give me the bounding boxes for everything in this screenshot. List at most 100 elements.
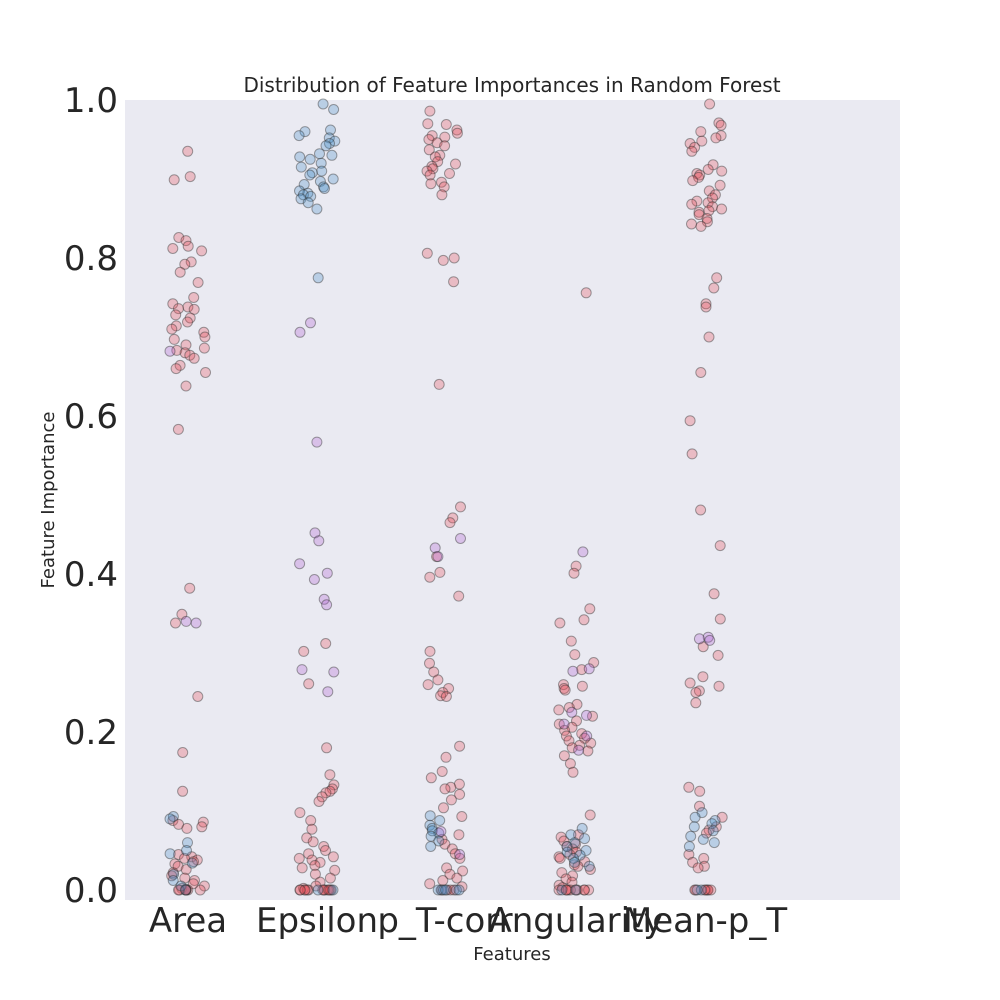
data-point-purple [328, 666, 340, 678]
data-point-red [169, 858, 181, 870]
data-point-red [307, 836, 319, 848]
data-point-red [172, 423, 184, 435]
data-point-blue [325, 124, 336, 136]
data-point-blue [709, 815, 721, 826]
data-point-red [168, 174, 180, 186]
data-point-red [422, 679, 434, 691]
data-point-blue [297, 189, 309, 201]
data-point-red [578, 614, 590, 626]
data-point-purple [180, 615, 192, 627]
data-point-purple [577, 546, 589, 558]
data-point-red [695, 220, 707, 232]
data-point-red [174, 266, 186, 278]
data-point-blue [328, 104, 340, 115]
data-point-red [441, 862, 453, 874]
data-point-red [424, 878, 436, 890]
data-point-blue [181, 845, 192, 856]
data-point-red [567, 870, 579, 882]
data-point-red [578, 884, 590, 896]
data-point-blue [316, 165, 328, 177]
data-point-blue [329, 135, 341, 147]
data-point-red [187, 878, 199, 890]
data-point-red [553, 851, 565, 863]
data-point-red [556, 867, 568, 879]
data-point-red [428, 666, 440, 678]
data-point-red [299, 884, 311, 896]
points-layer [164, 98, 728, 896]
data-point-blue [426, 825, 438, 837]
data-point-red [173, 884, 184, 896]
data-point-red [182, 316, 193, 328]
data-point-blue [424, 810, 436, 822]
data-point-red [566, 876, 578, 888]
data-point-red [584, 864, 596, 875]
data-point-purple [296, 664, 308, 676]
data-point-red [180, 884, 192, 896]
data-point-red [448, 884, 460, 896]
data-point-red [689, 884, 701, 896]
data-point-red [448, 252, 460, 264]
data-point-red [443, 683, 455, 694]
data-point-red [184, 349, 196, 361]
data-point-red [554, 852, 566, 864]
data-point-red [167, 243, 179, 254]
data-point-red [166, 870, 178, 882]
data-point-red [570, 846, 582, 858]
data-point-red [318, 841, 330, 852]
data-point-red [303, 884, 314, 896]
data-point-blue [182, 837, 193, 849]
y-tick-label: 0.4 [64, 555, 118, 595]
data-point-red [325, 884, 337, 896]
data-point-red [702, 164, 714, 175]
data-point-red [455, 501, 466, 513]
data-point-red [436, 176, 447, 188]
data-point-red [693, 685, 705, 697]
data-point-red [188, 292, 200, 303]
data-point-red [560, 884, 572, 896]
data-point-blue [434, 815, 446, 826]
data-point-red [566, 721, 578, 733]
data-point-red [559, 724, 571, 736]
data-point-red [716, 811, 728, 823]
data-point-red [698, 852, 710, 864]
data-point-red [436, 189, 448, 201]
data-point-red [432, 674, 444, 686]
data-point-blue [320, 140, 332, 152]
data-point-red [313, 796, 325, 807]
data-point-red [686, 218, 697, 230]
data-point-red [695, 367, 707, 378]
data-point-purple [190, 617, 202, 629]
data-point-red [453, 778, 465, 790]
data-point-blue [167, 875, 179, 886]
data-point-red [180, 380, 192, 392]
data-point-red [174, 884, 185, 896]
data-point-purple [308, 574, 320, 585]
data-point-blue [186, 857, 198, 869]
y-tick-label: 1.0 [64, 81, 118, 121]
data-point-red [693, 209, 705, 221]
data-point-blue [175, 880, 187, 892]
data-point-red [572, 860, 584, 872]
data-point-red [182, 145, 194, 157]
data-point-purple [693, 633, 705, 645]
data-point-red [456, 881, 468, 893]
data-point-red [703, 185, 715, 197]
data-point-red [698, 860, 710, 872]
data-point-red [179, 258, 191, 270]
data-point-red [584, 809, 596, 821]
data-point-red [702, 884, 713, 896]
data-point-red [712, 649, 724, 661]
data-point-red [434, 566, 446, 578]
data-point-red [564, 758, 576, 770]
data-point-red [320, 787, 332, 799]
data-point-red [176, 882, 188, 894]
data-point-red [179, 347, 191, 359]
data-point-red [170, 320, 182, 332]
data-point-red [180, 884, 192, 896]
data-point-red [690, 884, 702, 896]
data-point-red [559, 684, 571, 696]
data-point-red [322, 884, 334, 896]
data-point-purple [566, 706, 578, 718]
data-point-red [185, 256, 197, 268]
data-point-red [703, 205, 715, 217]
